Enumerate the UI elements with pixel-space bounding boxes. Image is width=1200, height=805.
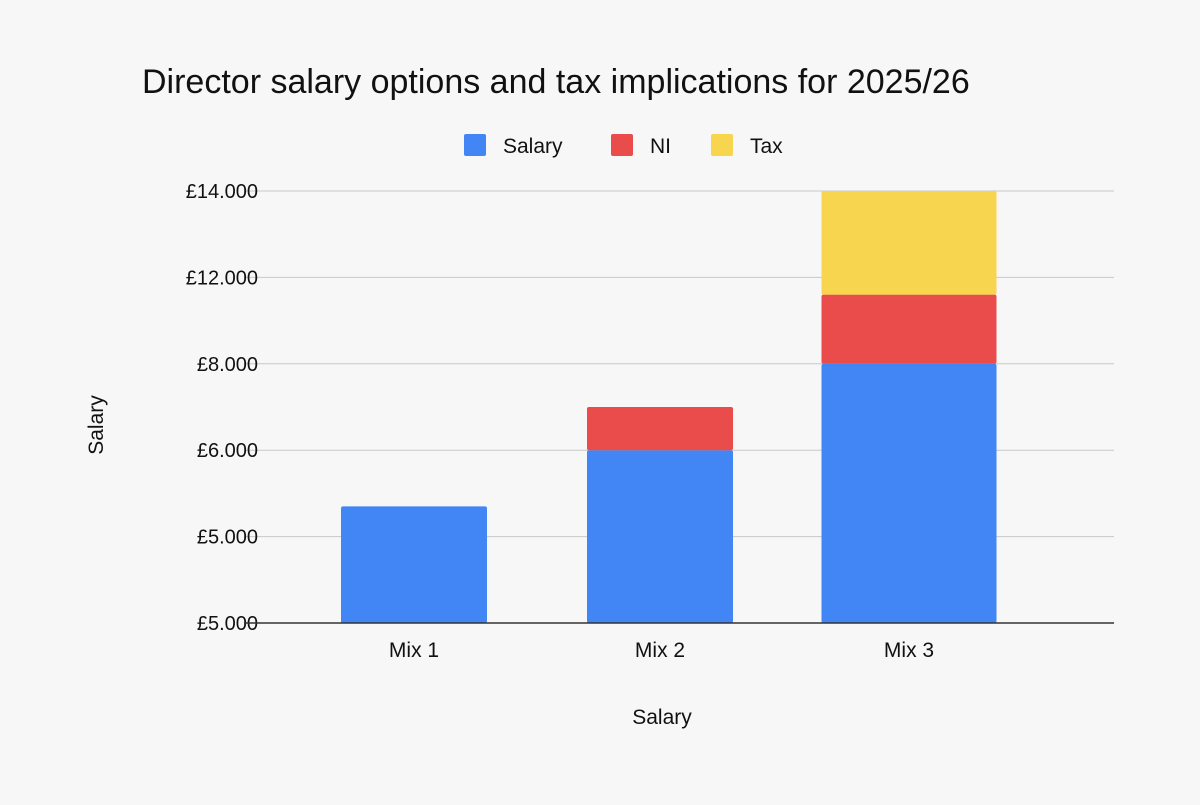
y-tick-label: £12.000	[186, 267, 258, 289]
bar-segment-ni-3	[821, 294, 997, 364]
x-tick-label: Mix 3	[884, 639, 934, 662]
bar-segment-tax-3	[821, 191, 997, 295]
legend: Salary NI Tax	[464, 134, 783, 158]
legend-label-salary: Salary	[503, 135, 563, 158]
y-tick-label: £8.000	[197, 354, 258, 376]
bar-segment-salary-2	[587, 450, 733, 623]
bar-segment-salary-3	[821, 363, 997, 623]
x-axis-tick-labels: Mix 1 Mix 2 Mix 3	[389, 639, 934, 662]
legend-label-tax: Tax	[750, 135, 783, 158]
legend-swatch-tax	[711, 134, 733, 156]
y-tick-label: £5.000	[197, 527, 258, 549]
legend-swatch-ni	[611, 134, 633, 156]
legend-swatch-salary	[464, 134, 486, 156]
x-tick-label: Mix 1	[389, 639, 439, 662]
legend-label-ni: NI	[650, 135, 671, 158]
bar-segment-salary-1	[341, 506, 487, 623]
bars	[341, 191, 997, 623]
x-axis-label: Salary	[632, 706, 692, 729]
bar-segment-ni-2	[587, 407, 733, 451]
x-tick-label: Mix 2	[635, 639, 685, 662]
y-tick-label: £14.000	[186, 181, 258, 203]
y-tick-label: £5.000	[197, 613, 258, 635]
y-tick-label: £6.000	[197, 440, 258, 462]
y-axis-tick-labels: £5.000 £5.000 £6.000 £8.000 £12.000 £14.000	[186, 181, 258, 635]
chart-title: Director salary options and tax implicat…	[142, 63, 970, 101]
y-axis-label: Salary	[85, 395, 108, 455]
